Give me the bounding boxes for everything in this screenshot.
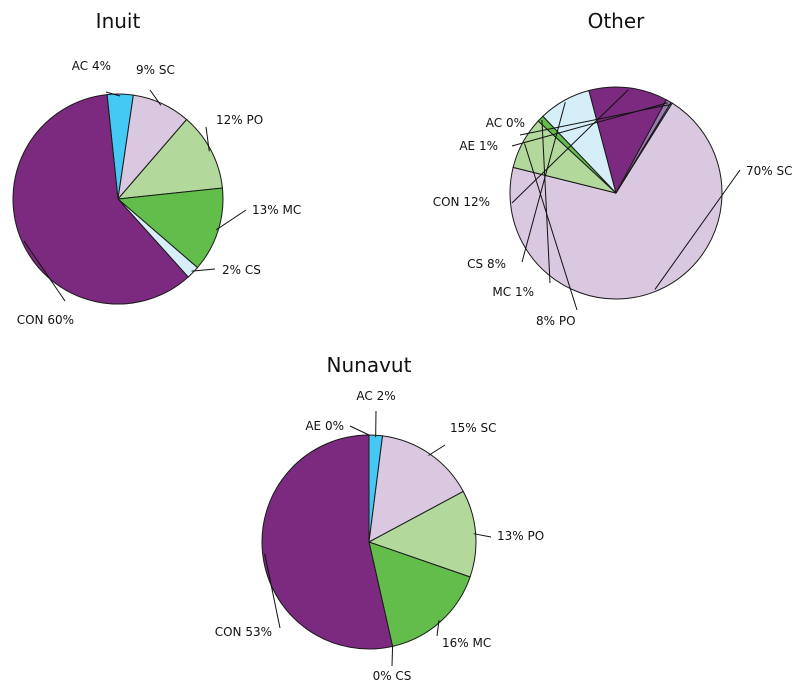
slice-70-sc (509, 102, 723, 300)
slice-label: AE 1% (459, 139, 498, 153)
leader-line (264, 553, 281, 629)
leader-line (191, 268, 216, 272)
leader-line (436, 620, 440, 637)
slice-label: 8% PO (536, 314, 576, 328)
pie-inuit: Inuit AC 4% 9% SC 12% PO 13% MC 2% CS CON 60% (12, 9, 301, 327)
slice-con-53 (261, 434, 394, 650)
leader-line (349, 425, 370, 436)
leader-line (149, 89, 162, 106)
slice-label: 9% SC (136, 63, 175, 77)
slice-13-mc (116, 187, 224, 269)
slice-label: 2% CS (222, 263, 261, 277)
slice-13-po (367, 490, 477, 578)
pie-title: Inuit (96, 9, 141, 33)
slice-label: 0% CS (373, 669, 412, 683)
slice-con-60 (12, 94, 189, 305)
leader-line (521, 102, 566, 263)
leader-line (105, 91, 121, 97)
slice-label: MC 1% (492, 285, 534, 299)
slice-label: CS 8% (467, 257, 506, 271)
slice-label: 15% SC (450, 421, 496, 435)
slice-label: AE 0% (305, 419, 344, 433)
leader-line (473, 533, 492, 538)
pie-title: Other (588, 9, 646, 33)
leader-line (524, 143, 578, 311)
slice-ac-0 (615, 101, 673, 194)
leader-line (23, 240, 66, 302)
pie-nunavut: Nunavut AC 2% 15% SC 13% PO 16% MC 0% CS CON 5… (215, 353, 544, 683)
pie-title: Nunavut (327, 353, 412, 377)
leader-line (519, 103, 671, 136)
slice-label: CON 53% (215, 625, 272, 639)
slice-label: AC 2% (356, 389, 395, 403)
slice-label: 16% MC (442, 636, 491, 650)
leader-line (654, 169, 741, 290)
leader-line (216, 209, 247, 231)
slice-15-sc (368, 435, 464, 543)
leader-line (511, 89, 629, 204)
slice-label: AC 4% (72, 59, 111, 73)
leader-line (205, 126, 210, 152)
slice-label: 13% PO (497, 529, 544, 543)
leader-line (541, 119, 551, 284)
slice-label: AC 0% (486, 116, 525, 130)
pie-other: Other 70% SC 8% PO MC 1% CS 8% CON 12% AE 1% AC… (433, 9, 793, 328)
leader-line (428, 444, 446, 456)
slice-16-mc (368, 541, 471, 647)
slice-label: CON 12% (433, 195, 490, 209)
leader-line (391, 646, 394, 667)
slice-con-12 (588, 86, 668, 195)
slice-12-po (116, 118, 223, 200)
slice-label: CON 60% (17, 313, 74, 327)
slice-label: 13% MC (252, 203, 301, 217)
slice-label: 12% PO (216, 113, 263, 127)
slice-label: 70% SC (746, 164, 792, 178)
